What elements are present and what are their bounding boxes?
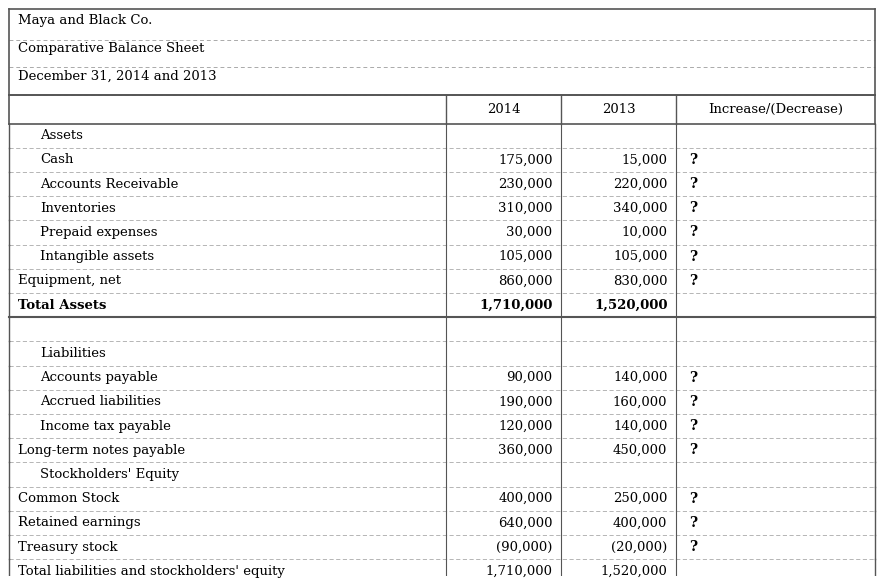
Text: 105,000: 105,000 [498, 250, 552, 263]
Text: Accounts payable: Accounts payable [40, 371, 157, 384]
Text: 450,000: 450,000 [613, 444, 667, 457]
Text: ?: ? [690, 177, 697, 191]
Text: Accounts Receivable: Accounts Receivable [40, 178, 179, 190]
Text: 1,710,000: 1,710,000 [479, 299, 552, 312]
Text: ?: ? [690, 201, 697, 215]
Text: ?: ? [690, 492, 697, 506]
Text: 30,000: 30,000 [507, 226, 552, 239]
Text: 105,000: 105,000 [613, 250, 667, 263]
Text: 2014: 2014 [487, 102, 521, 116]
Text: 90,000: 90,000 [507, 371, 552, 384]
Text: 1,520,000: 1,520,000 [600, 565, 667, 578]
Text: (90,000): (90,000) [496, 541, 552, 554]
Text: Comparative Balance Sheet: Comparative Balance Sheet [18, 42, 204, 55]
Text: ?: ? [690, 225, 697, 240]
Text: ?: ? [690, 250, 697, 263]
Text: 190,000: 190,000 [498, 395, 552, 408]
Text: ?: ? [690, 540, 697, 554]
Text: 2013: 2013 [602, 102, 636, 116]
Text: 230,000: 230,000 [498, 178, 552, 190]
Text: 860,000: 860,000 [498, 274, 552, 287]
Text: 1,710,000: 1,710,000 [485, 565, 552, 578]
Text: 140,000: 140,000 [613, 371, 667, 384]
Text: ?: ? [690, 444, 697, 457]
Text: 340,000: 340,000 [613, 202, 667, 215]
Text: ?: ? [690, 153, 697, 167]
Text: Accrued liabilities: Accrued liabilities [40, 395, 161, 408]
Text: 10,000: 10,000 [621, 226, 667, 239]
Text: Retained earnings: Retained earnings [18, 516, 141, 529]
Text: Prepaid expenses: Prepaid expenses [40, 226, 157, 239]
Text: Total liabilities and stockholders' equity: Total liabilities and stockholders' equi… [18, 565, 285, 578]
Text: Inventories: Inventories [40, 202, 116, 215]
Text: 830,000: 830,000 [613, 274, 667, 287]
Text: Liabilities: Liabilities [40, 347, 105, 360]
Text: Equipment, net: Equipment, net [18, 274, 121, 287]
Text: Intangible assets: Intangible assets [40, 250, 154, 263]
Text: Stockholders' Equity: Stockholders' Equity [40, 468, 179, 481]
Text: 400,000: 400,000 [613, 516, 667, 529]
Text: Cash: Cash [40, 153, 73, 166]
Text: 220,000: 220,000 [613, 178, 667, 190]
Text: 1,520,000: 1,520,000 [594, 299, 667, 312]
Text: Income tax payable: Income tax payable [40, 420, 171, 433]
Text: Common Stock: Common Stock [18, 492, 119, 505]
Text: ?: ? [690, 274, 697, 288]
Text: Assets: Assets [40, 129, 83, 142]
Text: December 31, 2014 and 2013: December 31, 2014 and 2013 [18, 69, 217, 83]
Text: 310,000: 310,000 [498, 202, 552, 215]
Text: 400,000: 400,000 [498, 492, 552, 505]
Text: ?: ? [690, 516, 697, 530]
Text: (20,000): (20,000) [611, 541, 667, 554]
Text: 360,000: 360,000 [498, 444, 552, 457]
Text: 640,000: 640,000 [498, 516, 552, 529]
Text: Maya and Black Co.: Maya and Black Co. [18, 14, 152, 27]
Text: Increase/(Decrease): Increase/(Decrease) [708, 102, 843, 116]
Text: 175,000: 175,000 [498, 153, 552, 166]
Text: Total Assets: Total Assets [18, 299, 106, 312]
Text: ?: ? [690, 371, 697, 384]
Text: Long-term notes payable: Long-term notes payable [18, 444, 185, 457]
Text: 120,000: 120,000 [498, 420, 552, 433]
Text: 160,000: 160,000 [613, 395, 667, 408]
Text: Treasury stock: Treasury stock [18, 541, 118, 554]
Text: 15,000: 15,000 [621, 153, 667, 166]
Text: ?: ? [690, 419, 697, 433]
Text: 250,000: 250,000 [613, 492, 667, 505]
Text: 140,000: 140,000 [613, 420, 667, 433]
Text: ?: ? [690, 395, 697, 409]
